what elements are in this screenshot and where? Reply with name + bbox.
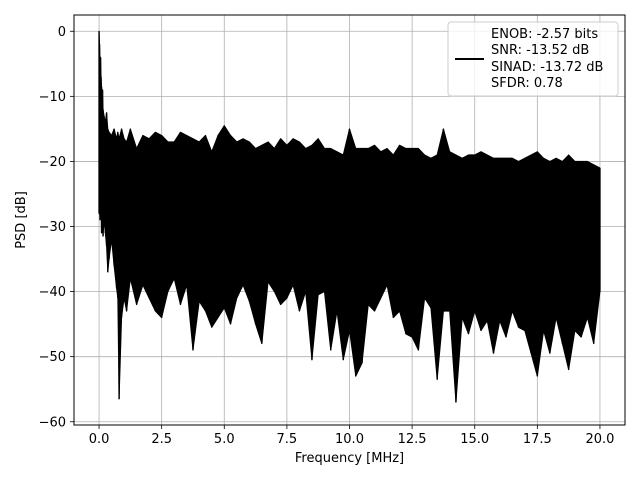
x-tick-label: 10.0 <box>335 432 364 447</box>
y-tick-label: 0 <box>58 25 66 40</box>
x-tick-label: 17.5 <box>523 432 552 447</box>
x-tick-label: 12.5 <box>398 432 427 447</box>
x-tick-label: 20.0 <box>585 432 614 447</box>
psd-series <box>98 30 601 403</box>
psd-trace <box>98 31 601 403</box>
x-tick-label: 7.5 <box>277 432 298 447</box>
y-tick-label: −60 <box>39 415 66 430</box>
y-tick-label: −10 <box>39 90 66 105</box>
legend-label-sinad: SINAD: -13.72 dB <box>491 60 603 75</box>
x-tick-label: 0.0 <box>89 432 110 447</box>
axis-ticks: 0.0 2.5 5.0 7.5 10.0 12.5 15.0 17.5 20.0 0 −10 −20 −… <box>39 25 615 447</box>
x-tick-label: 5.0 <box>214 432 235 447</box>
legend-box <box>447 21 619 97</box>
legend: ENOB: -2.57 bits SNR: -13.52 dB SINAD: -… <box>447 21 619 97</box>
y-tick-label: −20 <box>39 155 66 170</box>
x-tick-label: 2.5 <box>151 432 172 447</box>
legend-label-enob: ENOB: -2.57 bits <box>491 27 598 42</box>
legend-label-snr: SNR: -13.52 dB <box>491 43 589 58</box>
y-tick-label: −50 <box>39 350 66 365</box>
y-tick-label: −40 <box>39 285 66 300</box>
legend-label-sfdr: SFDR: 0.78 <box>491 76 563 91</box>
y-tick-label: −30 <box>39 220 66 235</box>
x-axis-label: Frequency [MHz] <box>295 451 404 466</box>
y-axis-label: PSD [dB] <box>14 191 29 249</box>
x-tick-label: 15.0 <box>460 432 489 447</box>
